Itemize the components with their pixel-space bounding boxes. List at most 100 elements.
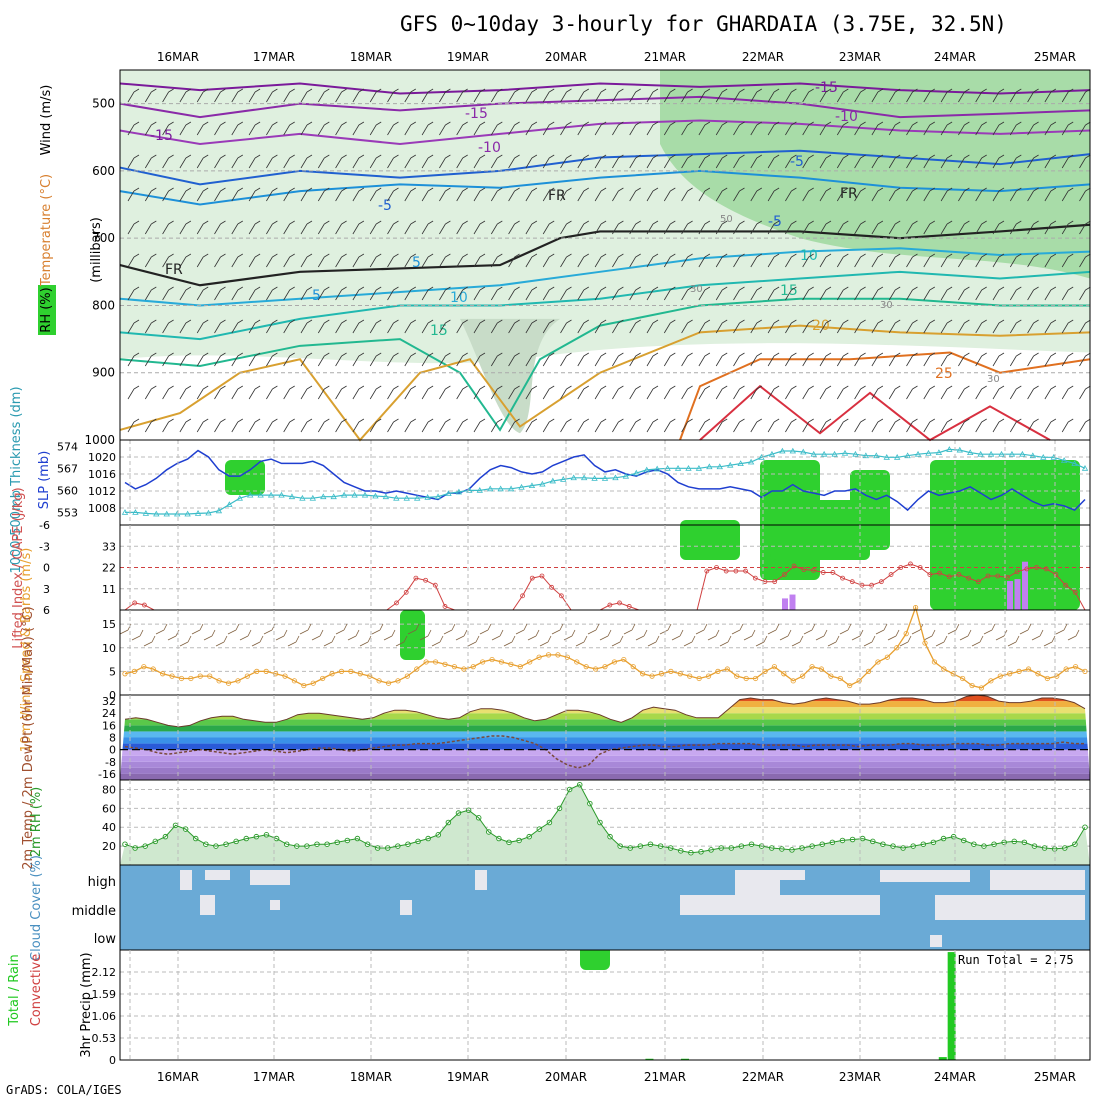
wind-speed-point [301, 682, 307, 689]
wind-speed-point [216, 678, 222, 684]
wind-barb [819, 121, 832, 136]
wind-barb [940, 220, 953, 235]
wind-barb [923, 352, 936, 367]
rh-legend-swatch [38, 285, 56, 335]
li-point [840, 575, 845, 581]
wind-barb [196, 220, 209, 235]
li-point [723, 568, 729, 574]
wind-tick: 10 [102, 642, 116, 655]
wind-barb [1061, 286, 1074, 301]
rh-green-patch [770, 500, 870, 560]
wind-barb [906, 154, 918, 169]
wind-barb [439, 187, 451, 202]
wind-barb [577, 319, 590, 334]
wind-barb [836, 187, 849, 202]
wind-speed-point [489, 656, 495, 663]
surface-wind-barb [1043, 635, 1056, 647]
wind-barb [594, 418, 607, 433]
wind-barb [577, 121, 590, 136]
precip-tick: 0 [109, 1054, 116, 1067]
wind-barb [196, 319, 209, 334]
wind-speed-point [818, 666, 825, 672]
wind-barb [352, 352, 365, 367]
wind-barb [733, 253, 745, 268]
wind-barb [923, 319, 936, 334]
wind-barb [231, 418, 244, 433]
wind-barb [248, 187, 261, 202]
wind-barb [266, 385, 278, 400]
wind-barb [456, 253, 468, 268]
surface-wind-barb [1055, 623, 1068, 635]
surface-wind-barb [131, 629, 144, 641]
wind-barb [871, 352, 884, 367]
wind-barb [248, 220, 261, 235]
wind-barb [300, 187, 313, 202]
wind-barb [283, 319, 295, 334]
wind-barb [802, 88, 814, 103]
wind-barb [560, 154, 572, 169]
wind-barb [923, 88, 936, 103]
wind-barb [888, 352, 901, 367]
wind-speed-point [527, 659, 533, 665]
wind-barb [162, 187, 174, 202]
temp-tick: -16 [98, 768, 116, 781]
wind-barb [750, 220, 763, 235]
li-point [1063, 582, 1069, 588]
thickness-line [125, 448, 1086, 515]
wind-barb [231, 88, 244, 103]
rh2m-ylabel: 2m RH (%) [29, 787, 44, 858]
wind-barb [404, 220, 417, 235]
surface-wind-barb [767, 623, 780, 635]
wind-barb [369, 154, 382, 169]
wind-speed-point [263, 668, 269, 674]
wind-barb [300, 154, 313, 169]
wind-barb [231, 121, 244, 136]
wind-barb [179, 253, 192, 268]
wind-barb [439, 253, 451, 268]
cloud-clear-patch [270, 900, 280, 910]
wind-barb [681, 352, 693, 367]
wind-barb [283, 220, 295, 235]
wind-barb [1044, 253, 1057, 268]
wind-barb [387, 187, 399, 202]
wind-barb [1009, 319, 1022, 334]
wind-barb [283, 352, 295, 367]
surface-wind-barb [875, 623, 888, 635]
wind-barb [785, 352, 797, 367]
li-point [539, 573, 545, 579]
wind-barb [266, 220, 278, 235]
wind-speed-point [884, 654, 890, 660]
wind-barb [266, 88, 278, 103]
wind-barb [162, 418, 174, 433]
wind-barb [404, 286, 417, 301]
wind-barb [871, 286, 884, 301]
wind-barb [733, 121, 745, 136]
surface-wind-barb [851, 629, 864, 641]
wind-barb [283, 88, 295, 103]
thickness-point [904, 452, 911, 459]
wind-barb [300, 253, 313, 268]
thickness-point [893, 453, 901, 460]
thickness-point [612, 474, 619, 481]
wind-barb [456, 286, 468, 301]
cloud-clear-patch [250, 870, 290, 885]
surface-wind-barb [839, 623, 852, 635]
profile-frame [119, 69, 1091, 441]
wind-barb [888, 187, 901, 202]
wind-barb [404, 418, 417, 433]
surface-wind-barb [467, 635, 480, 647]
wind-barb [958, 352, 970, 367]
wind-barb [266, 121, 278, 136]
precip-panel-frame [119, 949, 1091, 1061]
wind-barb [733, 154, 745, 169]
wind-barb [248, 286, 261, 301]
wind-barb [854, 286, 866, 301]
wind-speed-point [781, 671, 787, 677]
surface-wind-barb [371, 623, 384, 635]
wind-barb [663, 121, 676, 136]
wind-barb [421, 418, 434, 433]
wind-barb [854, 220, 866, 235]
thickness-point [132, 509, 139, 515]
thickness-tick: 574 [57, 440, 78, 453]
temp-band [120, 761, 1090, 768]
